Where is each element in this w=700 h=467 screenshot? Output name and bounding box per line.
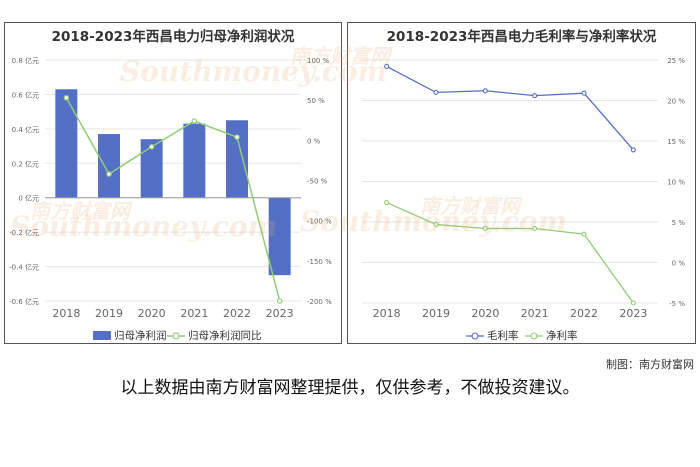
legend-swatch-marker	[471, 332, 479, 340]
legend-label: 归母净利润同比	[188, 329, 262, 342]
y-tick-label-left: -0.4 亿元	[9, 263, 39, 272]
y-tick-label-right: -50 %	[307, 178, 328, 186]
disclaimer-text: 以上数据由南方财富网整理提供，仅供参考，不做投资建议。	[120, 378, 580, 398]
y-tick-label-left: -0.6 亿元	[9, 297, 39, 306]
series-point	[532, 93, 538, 99]
bar	[140, 139, 163, 198]
y-tick-label: 10 %	[667, 179, 685, 187]
margin-chart-panel: 2018-2023年西昌电力毛利率与净利率状况 25 % 20 % 15 % 10 %…	[347, 22, 696, 344]
bar	[98, 134, 120, 198]
series-point	[433, 221, 439, 227]
series-line	[386, 201, 634, 304]
bar	[183, 123, 206, 198]
yoy-point	[276, 298, 283, 304]
series-point	[630, 147, 636, 153]
y-tick-label-left: 0.6 亿元	[12, 90, 39, 99]
yoy-point	[106, 171, 112, 177]
x-tick-label: 2020	[471, 307, 499, 320]
legend-swatch-marker	[530, 332, 538, 340]
y-tick-label-right: -150 %	[307, 258, 332, 266]
x-tick-label: 2021	[521, 307, 549, 320]
y-tick-label-left: 0.2 亿元	[12, 159, 39, 168]
series-point	[581, 231, 587, 237]
y-tick-label-left: 0.8 亿元	[12, 56, 39, 65]
x-tick-label: 2021	[180, 307, 208, 320]
legend-label: 毛利率	[487, 329, 519, 342]
bar	[268, 197, 291, 276]
y-tick-label: 25 %	[667, 57, 685, 65]
legend-swatch-bar	[93, 331, 111, 340]
legend-swatch-marker	[172, 332, 180, 340]
series-point	[433, 89, 439, 95]
series-line	[386, 65, 634, 151]
series-point	[532, 225, 538, 232]
chart-title: 2018-2023年西昌电力归母净利润状况	[51, 29, 295, 45]
y-tick-label-right: -100 %	[307, 218, 332, 226]
y-tick-label-left: 0.4 亿元	[12, 125, 39, 134]
yoy-line	[65, 97, 281, 302]
series-point	[482, 225, 488, 232]
legend-label: 净利率	[546, 329, 578, 342]
y-tick-label-right: 0 %	[307, 137, 321, 145]
y-tick-label-right: 50 %	[307, 97, 325, 105]
x-tick-label: 2018	[52, 307, 80, 320]
x-tick-label: 2022	[223, 307, 251, 320]
y-tick-label: 15 %	[667, 138, 685, 146]
legend-label: 归母净利润	[114, 329, 167, 342]
chart-title: 2018-2023年西昌电力毛利率与净利率状况	[386, 29, 657, 45]
y-tick-label: 5 %	[672, 219, 686, 227]
series-point	[482, 88, 488, 94]
y-tick-label-left: 0 亿元	[18, 194, 39, 203]
yoy-point	[234, 134, 240, 140]
x-tick-label: 2019	[95, 307, 123, 320]
bar	[55, 89, 78, 198]
margin-chart: 25 % 20 % 15 % 10 % 5 % 0 % -5 % 2018 2019 2020 20…	[362, 57, 686, 342]
y-tick-label: -5 %	[669, 300, 685, 308]
x-tick-label: 2020	[138, 307, 166, 320]
net-profit-chart: 0.8 亿元 0.6 亿元 0.4 亿元 0.2 亿元 0 亿元 -0.2 亿元 -0.4 …	[9, 56, 332, 342]
chart-credit: 制图：南方财富网	[606, 358, 694, 371]
yoy-point	[148, 143, 155, 150]
series-point	[630, 300, 636, 306]
x-tick-label: 2018	[373, 307, 401, 320]
y-tick-label: 0 %	[672, 260, 686, 268]
x-tick-label: 2022	[570, 307, 598, 320]
x-tick-label: 2023	[619, 307, 647, 320]
y-tick-label-right: -200 %	[307, 298, 332, 306]
y-tick-label: 20 %	[667, 98, 685, 106]
bar	[226, 120, 248, 198]
series-point	[384, 63, 390, 70]
series-point	[384, 200, 390, 206]
y-tick-label-left: -0.2 亿元	[9, 228, 39, 237]
series-point	[581, 90, 587, 96]
x-tick-label: 2019	[422, 307, 450, 320]
yoy-point	[191, 118, 198, 124]
net-profit-chart-panel: 2018-2023年西昌电力归母净利润状况 0.8 亿元 0.6 亿元 0.4 亿元…	[4, 22, 342, 344]
yoy-point	[63, 94, 70, 101]
y-tick-label-right: 100 %	[307, 57, 330, 65]
x-tick-label: 2023	[266, 307, 294, 320]
